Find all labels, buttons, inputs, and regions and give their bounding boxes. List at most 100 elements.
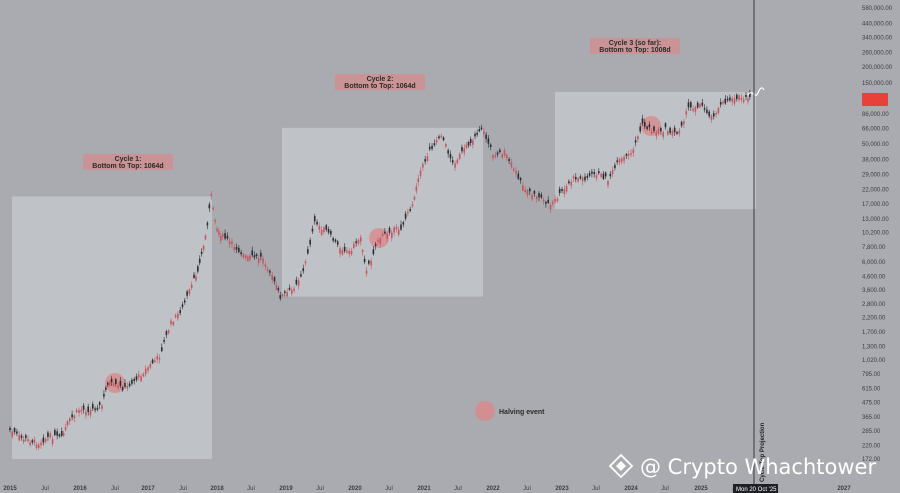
price-candle — [563, 189, 566, 194]
price-candle — [13, 428, 16, 433]
price-candle — [687, 102, 690, 108]
price-candle — [506, 154, 508, 159]
time-tick-label: Jul — [41, 486, 49, 492]
price-candle — [413, 196, 416, 200]
price-series — [9, 87, 765, 451]
price-candle — [353, 243, 355, 248]
price-candle — [637, 136, 639, 140]
price-candle — [472, 140, 474, 145]
price-candle — [449, 154, 452, 159]
halving-marker — [369, 228, 389, 248]
price-candle — [51, 438, 54, 444]
price-candle — [368, 260, 370, 264]
price-candle — [685, 111, 687, 115]
price-candle — [554, 199, 556, 202]
cycle-box — [555, 91, 756, 210]
time-axis[interactable]: 2015 Jul 2016 Jul 2017 Jul 2018 Jul 2019 Jul 2020 J… — [3, 486, 851, 492]
price-candle — [510, 162, 513, 168]
price-candle — [89, 409, 92, 416]
price-candle — [644, 122, 646, 127]
price-candle — [602, 173, 605, 180]
price-candle — [126, 385, 129, 389]
cycle-boxes — [12, 91, 756, 459]
price-candle — [435, 140, 438, 143]
price-candle — [311, 228, 314, 232]
price-candle — [657, 129, 660, 134]
price-candle — [208, 204, 211, 209]
price-candle — [359, 237, 362, 242]
price-candle — [295, 279, 298, 285]
cycle-label-line2: Bottom to Top: 1008d — [599, 47, 670, 54]
price-candle — [260, 252, 262, 257]
price-axis[interactable]: 580,000.00 440,000.00 340,000.00 260,000.00… — [862, 6, 893, 463]
price-candle — [379, 238, 382, 244]
price-candle — [60, 431, 63, 436]
price-candle — [499, 149, 501, 153]
price-candle — [632, 149, 635, 154]
price-candle — [397, 229, 400, 235]
price-candle — [332, 238, 334, 241]
price-candle — [216, 228, 218, 232]
price-candle — [492, 155, 494, 159]
price-candle — [646, 126, 648, 130]
price-tick-label: 795.00 — [862, 372, 881, 378]
time-tick-label: 2024 — [624, 486, 638, 492]
watermark-text: @ Crypto Whachtower — [640, 455, 876, 479]
price-candle — [604, 172, 607, 177]
price-candle — [92, 404, 94, 409]
price-candle — [593, 171, 595, 175]
time-tick-label: Jul — [661, 486, 669, 492]
price-candle — [233, 247, 236, 251]
time-tick-label: Jul — [316, 486, 324, 492]
price-candle — [238, 247, 240, 253]
price-candle — [531, 194, 533, 200]
price-candle — [218, 230, 220, 235]
price-candle — [478, 129, 481, 132]
price-candle — [572, 176, 575, 179]
price-candle — [623, 156, 625, 161]
price-candle — [683, 121, 685, 125]
price-candle — [374, 244, 377, 246]
price-candle — [570, 181, 572, 186]
price-tick-label: 260,000.00 — [862, 51, 893, 57]
price-candle — [538, 193, 540, 198]
price-candle — [415, 186, 418, 192]
price-candle — [184, 300, 186, 303]
price-tick-label: 86,000.00 — [862, 112, 889, 118]
price-candle — [611, 169, 614, 175]
price-candle — [680, 121, 683, 126]
price-candle — [524, 189, 526, 193]
time-tick-label: 2021 — [417, 486, 431, 492]
price-candle — [561, 188, 563, 191]
price-candle — [117, 385, 119, 388]
price-candle — [195, 276, 197, 281]
price-candle — [694, 107, 697, 112]
price-candle — [678, 130, 681, 134]
price-candle — [419, 170, 422, 176]
price-candle — [586, 175, 589, 178]
time-tick-label: Jul — [592, 486, 600, 492]
price-candle — [158, 357, 161, 360]
price-candle — [204, 235, 207, 240]
price-candle — [438, 136, 440, 139]
cycle-label-line2: Bottom to Top: 1064d — [92, 163, 163, 170]
price-candle — [483, 131, 485, 135]
price-candle — [156, 356, 158, 360]
price-candle — [404, 213, 407, 219]
price-candle — [627, 153, 630, 156]
price-candle — [607, 180, 609, 186]
price-candle — [179, 310, 181, 314]
price-candle — [98, 402, 101, 406]
price-candle — [400, 224, 402, 230]
price-candle — [119, 380, 122, 386]
price-candle — [224, 233, 226, 239]
price-candle — [729, 97, 731, 101]
price-candle — [253, 255, 256, 258]
price-tick-label: 475.00 — [862, 401, 881, 407]
price-candle — [249, 255, 251, 260]
price-candle — [35, 444, 38, 448]
price-candle — [540, 194, 543, 198]
price-tick-label: 172.00 — [862, 457, 881, 463]
price-candle — [121, 387, 124, 391]
